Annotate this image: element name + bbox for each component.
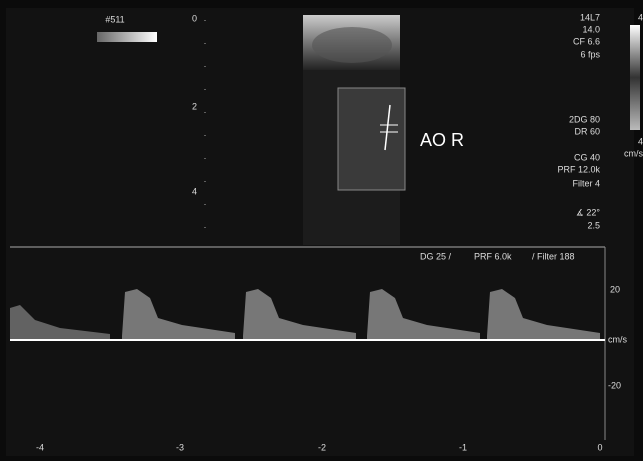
gray-bar [97, 32, 157, 42]
image-id: #511 [105, 14, 124, 24]
color-box [338, 88, 405, 190]
depth-label: 4 [192, 186, 197, 196]
color-bar-label: 4 [638, 12, 643, 22]
color-setting: CG 40 [574, 152, 600, 162]
scanner-setting: 14L7 [580, 12, 600, 22]
time-label: 0 [597, 442, 602, 452]
scanner-setting: 6 fps [580, 49, 600, 59]
color-setting: PRF 12.0k [557, 164, 600, 174]
vessel-wall [312, 27, 392, 63]
color-setting: Filter 4 [572, 178, 600, 188]
depth-label: 2 [192, 101, 197, 111]
ultrasound-screen: AO R #511 0 2 4 14L7 14.0 CF 6.6 6 fps 2DG 8… [0, 0, 643, 461]
page: AO R #511 0 2 4 14L7 14.0 CF 6.6 6 fps 2DG 8… [0, 0, 643, 461]
color-bar-label: 4 [638, 136, 643, 146]
color-bar [630, 25, 640, 130]
color-setting: 2.5 [587, 220, 600, 230]
color-setting: DR 60 [574, 126, 600, 136]
doppler-setting: PRF 6.0k [474, 251, 512, 261]
doppler-setting: / Filter 188 [532, 251, 575, 261]
time-label: -2 [318, 442, 326, 452]
time-label: -4 [36, 442, 44, 452]
vessel-label: AO R [420, 130, 464, 150]
time-label: -1 [459, 442, 467, 452]
color-setting: 2DG 80 [569, 114, 600, 124]
velocity-label: cm/s [608, 334, 627, 344]
scanner-setting: 14.0 [582, 24, 600, 34]
velocity-label: 20 [610, 284, 620, 294]
color-setting: ∡ 22° [576, 207, 601, 217]
scanner-setting: CF 6.6 [573, 36, 600, 46]
color-bar-label: cm/s [624, 148, 643, 158]
velocity-label: -20 [608, 380, 621, 390]
doppler-setting: DG 25 / [420, 251, 452, 261]
depth-label: 0 [192, 13, 197, 23]
time-label: -3 [176, 442, 184, 452]
